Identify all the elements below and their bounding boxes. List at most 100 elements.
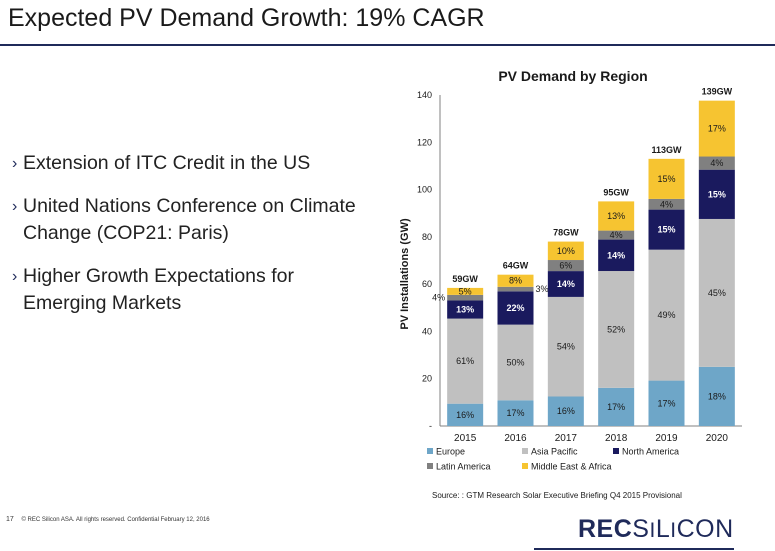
data-label: 15% — [708, 189, 726, 199]
page-number: 17 — [6, 516, 14, 523]
bar-segment — [497, 400, 534, 426]
bar-segment — [698, 366, 735, 426]
data-label: 15% — [657, 225, 675, 235]
source-note: Source: : GTM Research Solar Executive B… — [432, 491, 682, 500]
bar-segment — [547, 271, 584, 297]
bullet-item: › Extension of ITC Credit in the US — [12, 150, 372, 177]
total-label: 95GW — [603, 187, 629, 197]
bar-segment — [447, 403, 484, 426]
x-tick-label: 2018 — [605, 433, 628, 444]
data-label: 13% — [456, 305, 474, 315]
bullet-item: › United Nations Conference on Climate C… — [12, 193, 372, 247]
data-label: 3% — [536, 284, 549, 294]
y-tick-label: 40 — [422, 326, 432, 336]
data-label: 14% — [607, 250, 625, 260]
data-label: 52% — [607, 324, 625, 334]
y-tick-label: 140 — [417, 90, 432, 100]
legend-label: Middle East & Africa — [531, 462, 612, 472]
data-label: 8% — [509, 276, 522, 286]
data-label: 10% — [557, 246, 575, 256]
data-label: 17% — [607, 402, 625, 412]
bar-segment — [598, 230, 635, 240]
legend-label: North America — [622, 447, 679, 457]
x-axis-ticks: 2015 2016 2017 2018 2019 2020 — [454, 433, 728, 444]
data-label: 4% — [710, 158, 723, 168]
bar-segment — [598, 387, 635, 426]
total-label: 113GW — [651, 145, 682, 155]
bar-segment — [547, 260, 584, 272]
bar-segment — [497, 286, 534, 292]
chevron-right-icon: › — [12, 198, 18, 215]
legend-swatch — [522, 448, 528, 454]
legend-label: Latin America — [436, 462, 491, 472]
y-tick-label: - — [429, 421, 432, 431]
data-label: 5% — [459, 286, 472, 296]
title-underline — [0, 44, 775, 46]
bar-segment — [698, 169, 735, 219]
legend-label: Asia Pacific — [531, 447, 578, 457]
y-tick-label: 100 — [417, 185, 432, 195]
bar-segment — [598, 239, 635, 272]
x-tick-label: 2017 — [555, 433, 578, 444]
bullet-text: United Nations Conference on Climate Cha… — [23, 195, 356, 244]
bar-segment — [547, 396, 584, 426]
bullet-text: Higher Growth Expectations for Emerging … — [23, 265, 294, 314]
total-label: 78GW — [553, 228, 579, 238]
bar-segment — [497, 291, 534, 325]
bar-segment — [698, 156, 735, 170]
bullet-list: › Extension of ITC Credit in the US › Un… — [12, 150, 372, 333]
bar-segment — [648, 198, 685, 210]
bar-segment — [598, 271, 635, 388]
data-label: 17% — [657, 398, 675, 408]
bar-segment — [497, 324, 534, 401]
data-label: 54% — [557, 342, 575, 352]
footer: 17 © REC Silicon ASA. All rights reserve… — [6, 516, 210, 523]
data-label: 13% — [607, 211, 625, 221]
data-label: 22% — [506, 303, 524, 313]
bar-segment — [698, 100, 735, 157]
bar-group: 16% 61% 13% 4% 5% 59GW 17% 50% 22% 3% 8% 64GW 16% 54%… — [432, 87, 735, 426]
x-tick-label: 2019 — [655, 433, 678, 444]
legend-swatch — [522, 463, 528, 469]
bar-segment — [648, 158, 685, 199]
chevron-right-icon: › — [12, 268, 18, 285]
bar-segment — [648, 209, 685, 250]
legend-swatch — [613, 448, 619, 454]
legend-label: Europe — [436, 447, 465, 457]
y-tick-label: 80 — [422, 232, 432, 242]
bar-segment — [447, 294, 484, 301]
data-label: 6% — [559, 261, 572, 271]
y-axis-label: PV Installations (GW) — [399, 218, 411, 330]
data-label: 61% — [456, 356, 474, 366]
data-label: 45% — [708, 288, 726, 298]
chart-legend: Europe Asia Pacific North America Latin Ame… — [427, 447, 679, 472]
data-label: 16% — [557, 406, 575, 416]
y-axis-ticks: - 20 40 60 80 100 120 140 — [417, 90, 432, 431]
slide-title: Expected PV Demand Growth: 19% CAGR — [8, 4, 485, 32]
total-label: 139GW — [702, 87, 733, 97]
bar-segment — [547, 296, 584, 397]
bar-segment — [648, 380, 685, 426]
chevron-right-icon: › — [12, 155, 18, 172]
legend-swatch — [427, 448, 433, 454]
data-label: 4% — [660, 199, 673, 209]
bar-segment — [698, 218, 735, 367]
total-label: 59GW — [452, 274, 478, 284]
bar-segment — [648, 249, 685, 381]
company-logo: RECSILICON — [533, 515, 734, 550]
data-label: 14% — [557, 279, 575, 289]
y-tick-label: 60 — [422, 279, 432, 289]
bar-segment — [447, 287, 484, 295]
data-label: 4% — [610, 230, 623, 240]
data-label: 17% — [708, 124, 726, 134]
data-label: 4% — [432, 293, 445, 303]
legend-swatch — [427, 463, 433, 469]
x-tick-label: 2015 — [454, 433, 477, 444]
data-label: 49% — [657, 310, 675, 320]
bullet-text: Extension of ITC Credit in the US — [23, 152, 311, 174]
data-label: 50% — [506, 357, 524, 367]
data-label: 15% — [657, 174, 675, 184]
data-label: 18% — [708, 391, 726, 401]
data-label: 17% — [506, 408, 524, 418]
x-tick-label: 2020 — [706, 433, 729, 444]
